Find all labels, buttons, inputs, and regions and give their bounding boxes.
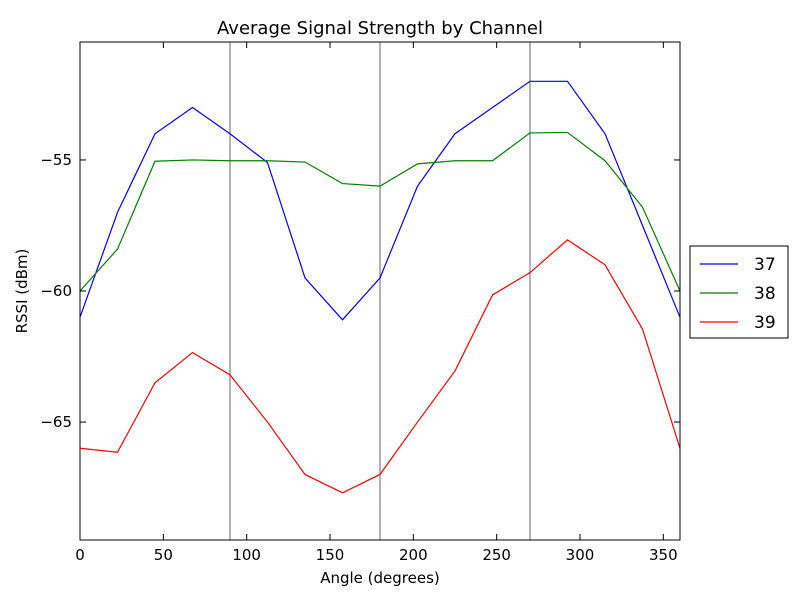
x-tick-label: 250 — [482, 546, 511, 564]
series-line-39 — [79, 239, 681, 494]
x-tick-label: 100 — [232, 546, 261, 564]
x-axis-label: Angle (degrees) — [320, 569, 440, 587]
y-tick-label: −60 — [40, 282, 72, 300]
legend-label-38: 38 — [754, 284, 776, 304]
y-axis-label: RSSI (dBm) — [13, 249, 31, 334]
series-line-37 — [79, 80, 681, 321]
y-tick-label: −65 — [40, 413, 72, 431]
x-tick-label: 50 — [154, 546, 173, 564]
x-tick-label: 150 — [316, 546, 345, 564]
y-tick-label: −55 — [40, 151, 72, 169]
legend-label-39: 39 — [754, 313, 776, 333]
axis-ticks: 0 50 100 150 200 250 300 350 −55 −60 −65 — [40, 42, 680, 564]
x-tick-label: 350 — [649, 546, 678, 564]
x-tick-label: 300 — [566, 546, 595, 564]
legend: 37 38 39 — [689, 245, 789, 339]
legend-box — [689, 245, 789, 339]
series-line-38 — [79, 131, 681, 292]
plot-area — [79, 42, 681, 540]
chart-title: Average Signal Strength by Channel — [217, 18, 543, 39]
x-tick-label: 0 — [75, 546, 85, 564]
legend-label-37: 37 — [754, 255, 776, 275]
x-tick-label: 200 — [399, 546, 428, 564]
